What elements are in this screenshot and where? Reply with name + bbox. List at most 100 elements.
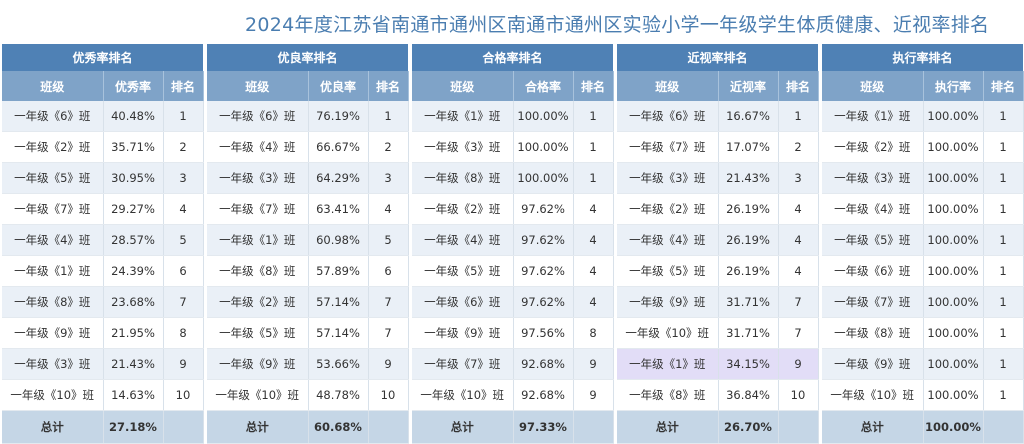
table-cell: 一年级《2》班 [617,193,719,225]
table-cell: 一年级《4》班 [207,131,309,163]
table-row: 一年级《6》班 40.48% 1 [2,101,204,132]
table-cell: 1 [368,101,409,132]
table-cell: 7 [163,286,204,318]
table-cell: 92.68% [513,379,574,411]
ranking-table-2: 优良率排名 班级 优良率 排名 一年级《6》班 76.19% 1 一年级《4》班 66.67% 2… [207,44,409,444]
table-cell: 60.98% [308,224,369,256]
table-cell: 100.00% [923,348,984,380]
table-row: 一年级《3》班 64.29% 3 [207,162,409,194]
table-cell: 36.84% [718,379,779,411]
table-cell: 4 [573,193,614,225]
table-cell: 4 [163,193,204,225]
table-cell: 17.07% [718,131,779,163]
table-cell: 21.43% [103,348,164,380]
table-row: 一年级《8》班 36.84% 10 [617,379,819,411]
table-row: 一年级《2》班 26.19% 4 [617,193,819,225]
page-title: 2024年度江苏省南通市通州区南通市通州区实验小学一年级学生体质健康、近视率排名 [245,14,990,36]
table-cell: 92.68% [513,348,574,380]
table-cell: 9 [778,348,819,380]
table-cell: 30.95% [103,162,164,194]
total-cell [983,410,1024,444]
table-row: 一年级《6》班 100.00% 1 [822,255,1024,287]
table-cell: 4 [573,286,614,318]
table-cell: 48.78% [308,379,369,411]
table-cell: 9 [368,348,409,380]
table-cell: 8 [573,317,614,349]
column-header: 排名 [983,71,1024,101]
table-row: 一年级《1》班 34.15% 9 [617,348,819,380]
table-row: 一年级《10》班 100.00% 1 [822,379,1024,411]
table-cell: 10 [368,379,409,411]
table-cell: 7 [778,286,819,318]
table-cell: 一年级《8》班 [412,162,514,194]
table-cell: 100.00% [923,317,984,349]
column-header: 班级 [207,71,309,101]
total-row: 总计 27.18% [2,410,204,444]
table-row: 一年级《9》班 31.71% 7 [617,286,819,318]
total-cell [573,410,614,444]
table-cell: 97.62% [513,286,574,318]
table-cell: 35.71% [103,131,164,163]
table-cell: 9 [163,348,204,380]
table-cell: 21.95% [103,317,164,349]
table-cell: 2 [368,131,409,163]
table-cell: 1 [983,162,1024,194]
table-row: 一年级《6》班 16.67% 1 [617,101,819,132]
table-row: 一年级《3》班 21.43% 9 [2,348,204,380]
table-cell: 4 [573,255,614,287]
table-row: 一年级《2》班 35.71% 2 [2,131,204,163]
total-row: 总计 26.70% [617,410,819,444]
table-row: 一年级《5》班 97.62% 4 [412,255,614,287]
column-header: 近视率 [718,71,779,101]
table-cell: 一年级《4》班 [822,193,924,225]
table-row: 一年级《7》班 17.07% 2 [617,131,819,163]
table-cell: 一年级《2》班 [412,193,514,225]
table-cell: 一年级《8》班 [2,286,104,318]
total-cell: 97.33% [513,410,574,444]
table-cell: 97.56% [513,317,574,349]
table-cell: 一年级《9》班 [822,348,924,380]
table-cell: 97.62% [513,193,574,225]
table-cell: 100.00% [923,224,984,256]
table-cell: 57.14% [308,286,369,318]
table-cell: 10 [163,379,204,411]
table-cell: 一年级《3》班 [617,162,719,194]
table-cell: 一年级《8》班 [617,379,719,411]
table-row: 一年级《8》班 57.89% 6 [207,255,409,287]
table-row: 一年级《4》班 100.00% 1 [822,193,1024,225]
ranking-table-5: 执行率排名 班级 执行率 排名 一年级《1》班 100.00% 1 一年级《2》班 100.00… [822,44,1024,444]
table-row: 一年级《5》班 57.14% 7 [207,317,409,349]
table-row: 一年级《1》班 60.98% 5 [207,224,409,256]
table-row: 一年级《7》班 100.00% 1 [822,286,1024,318]
column-header: 合格率 [513,71,574,101]
table-row: 一年级《2》班 57.14% 7 [207,286,409,318]
total-row: 总计 60.68% [207,410,409,444]
table-row: 一年级《7》班 92.68% 9 [412,348,614,380]
table-cell: 6 [368,255,409,287]
table-cell: 一年级《1》班 [822,101,924,132]
table-title: 近视率排名 [617,44,818,71]
table-cell: 一年级《4》班 [617,224,719,256]
table-cell: 5 [163,224,204,256]
table-row: 一年级《8》班 23.68% 7 [2,286,204,318]
table-cell: 一年级《5》班 [207,317,309,349]
table-cell: 1 [983,131,1024,163]
table-row: 一年级《5》班 100.00% 1 [822,224,1024,256]
table-cell: 一年级《10》班 [2,379,104,411]
table-row: 一年级《9》班 97.56% 8 [412,317,614,349]
table-cell: 53.66% [308,348,369,380]
table-cell: 一年级《1》班 [617,348,719,380]
table-cell: 57.14% [308,317,369,349]
table-cell: 100.00% [923,286,984,318]
table-cell: 4 [573,224,614,256]
table-row: 一年级《10》班 14.63% 10 [2,379,204,411]
table-cell: 一年级《5》班 [412,255,514,287]
table-cell: 5 [368,224,409,256]
table-cell: 一年级《7》班 [617,131,719,163]
column-header: 排名 [573,71,614,101]
table-cell: 一年级《3》班 [822,162,924,194]
table-row: 一年级《9》班 100.00% 1 [822,348,1024,380]
table-cell: 9 [573,348,614,380]
table-row: 一年级《6》班 76.19% 1 [207,101,409,132]
table-cell: 9 [573,379,614,411]
